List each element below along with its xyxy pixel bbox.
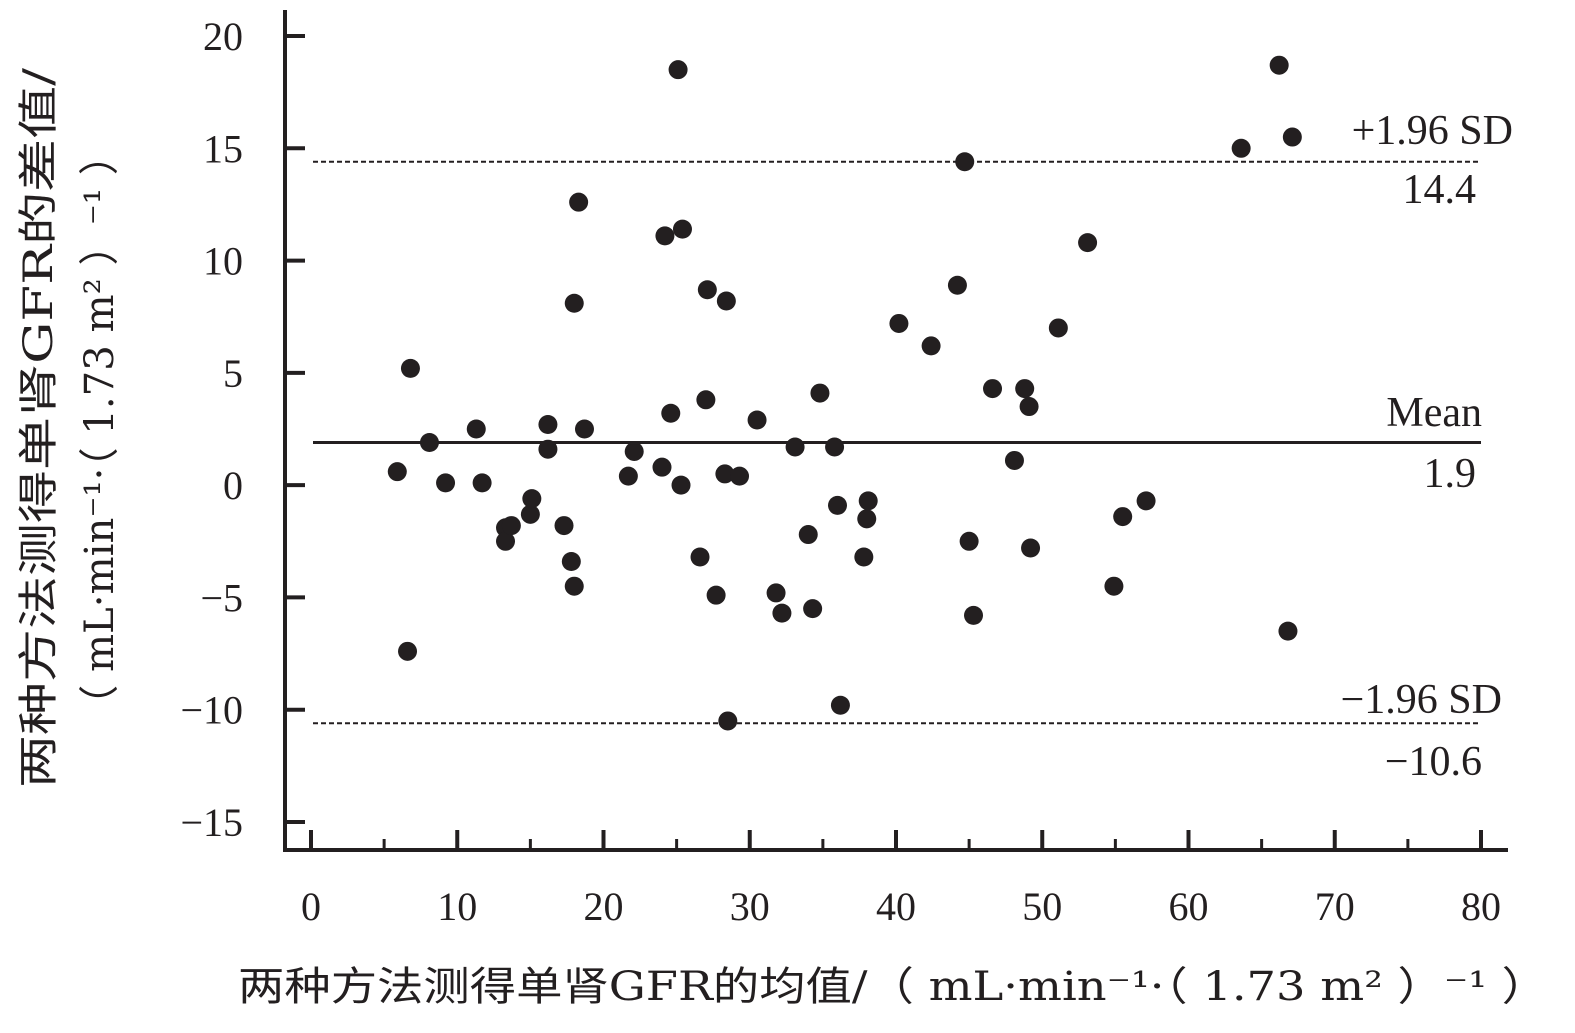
data-point bbox=[564, 293, 584, 313]
data-point bbox=[668, 60, 688, 80]
data-point bbox=[436, 473, 456, 493]
data-point bbox=[825, 437, 845, 457]
data-point bbox=[889, 313, 909, 333]
data-point bbox=[1015, 379, 1035, 399]
data-point bbox=[1113, 507, 1133, 527]
data-point bbox=[921, 336, 941, 356]
data-point bbox=[522, 489, 542, 509]
data-point bbox=[569, 192, 589, 212]
data-point bbox=[828, 495, 847, 515]
x-axis: 0 10 20 30 40 50 60 70 80 bbox=[283, 830, 1508, 929]
data-point bbox=[730, 466, 750, 486]
y-tick-label: −10 bbox=[180, 688, 243, 733]
data-point bbox=[1021, 538, 1041, 558]
data-point bbox=[472, 473, 492, 493]
upper-limit-value: 14.4 bbox=[1403, 167, 1477, 213]
data-point bbox=[772, 603, 792, 623]
y-tick-label: 5 bbox=[223, 351, 243, 396]
data-point bbox=[858, 491, 878, 511]
y-tick-label: 10 bbox=[203, 239, 243, 284]
y-tick-label: 20 bbox=[203, 14, 243, 59]
data-point bbox=[1048, 318, 1068, 338]
data-point bbox=[655, 226, 675, 246]
data-points bbox=[387, 55, 1302, 731]
data-point bbox=[706, 585, 726, 605]
mean-value: 1.9 bbox=[1424, 451, 1477, 497]
data-point bbox=[501, 516, 521, 536]
data-point bbox=[1004, 450, 1024, 470]
data-point bbox=[466, 419, 486, 439]
reference-lines bbox=[313, 160, 1481, 725]
data-point bbox=[1019, 397, 1039, 417]
x-tick-label: 0 bbox=[301, 884, 321, 929]
data-point bbox=[964, 605, 984, 625]
data-point bbox=[419, 432, 439, 452]
data-point bbox=[810, 383, 830, 403]
data-point bbox=[496, 531, 516, 551]
x-tick-label: 80 bbox=[1461, 884, 1501, 929]
data-point bbox=[398, 641, 418, 661]
data-point bbox=[554, 516, 574, 536]
data-point bbox=[538, 415, 558, 435]
data-point bbox=[718, 711, 738, 731]
x-tick-label: 70 bbox=[1315, 884, 1355, 929]
data-point bbox=[1136, 491, 1156, 511]
data-point bbox=[624, 441, 644, 461]
y-tick-label: −5 bbox=[200, 575, 243, 620]
data-point bbox=[1231, 138, 1251, 158]
data-point bbox=[1278, 621, 1298, 641]
data-point bbox=[561, 551, 581, 571]
y-tick-label: 15 bbox=[203, 126, 243, 171]
data-point bbox=[574, 419, 594, 439]
data-point bbox=[618, 466, 638, 486]
data-point bbox=[400, 358, 420, 378]
x-tick-label: 40 bbox=[876, 884, 916, 929]
data-point bbox=[672, 219, 692, 239]
data-point bbox=[564, 576, 584, 596]
lower-limit-value: −10.6 bbox=[1385, 739, 1482, 785]
y-tick-label: 0 bbox=[223, 463, 243, 508]
data-point bbox=[1078, 233, 1098, 253]
x-tick-label: 50 bbox=[1022, 884, 1062, 929]
data-point bbox=[798, 525, 818, 545]
data-point bbox=[854, 547, 874, 567]
data-point bbox=[955, 152, 975, 172]
data-point bbox=[387, 462, 407, 482]
data-point bbox=[1104, 576, 1124, 596]
x-tick-label: 30 bbox=[730, 884, 770, 929]
x-axis-title: 两种方法测得单肾GFR的均值/（ mL·min⁻¹·（ 1.73 m² ）⁻¹ … bbox=[238, 964, 1548, 1010]
data-point bbox=[671, 475, 691, 495]
y-axis-title-line2: （ mL·min⁻¹·（ 1.73 m² ）⁻¹ ） bbox=[77, 135, 123, 725]
mean-label: Mean bbox=[1386, 390, 1482, 436]
lower-limit-label: −1.96 SD bbox=[1341, 677, 1502, 723]
data-point bbox=[857, 509, 877, 529]
data-point bbox=[652, 457, 672, 477]
x-tick-label: 10 bbox=[437, 884, 477, 929]
data-point bbox=[785, 437, 805, 457]
y-tick-label: −15 bbox=[180, 800, 243, 845]
data-point bbox=[520, 504, 540, 524]
data-point bbox=[1282, 127, 1302, 147]
data-point bbox=[1269, 55, 1289, 75]
data-point bbox=[947, 275, 967, 295]
data-point bbox=[747, 410, 767, 430]
data-point bbox=[803, 599, 823, 619]
data-point bbox=[538, 439, 558, 459]
data-point bbox=[959, 531, 979, 551]
data-point bbox=[690, 547, 710, 567]
data-point bbox=[661, 403, 681, 423]
data-point bbox=[696, 390, 716, 410]
y-axis: 20 15 10 5 0 −5 −10 −15 bbox=[180, 10, 305, 850]
data-point bbox=[983, 379, 1003, 399]
data-point bbox=[715, 464, 735, 484]
data-point bbox=[830, 695, 850, 715]
data-point bbox=[716, 291, 736, 311]
upper-limit-label: +1.96 SD bbox=[1352, 108, 1513, 154]
x-tick-label: 20 bbox=[584, 884, 624, 929]
y-axis-title-line1: 两种方法测得单肾GFR的差值/ bbox=[16, 67, 62, 788]
x-tick-label: 60 bbox=[1169, 884, 1209, 929]
data-point bbox=[697, 280, 717, 300]
data-point bbox=[766, 583, 786, 603]
